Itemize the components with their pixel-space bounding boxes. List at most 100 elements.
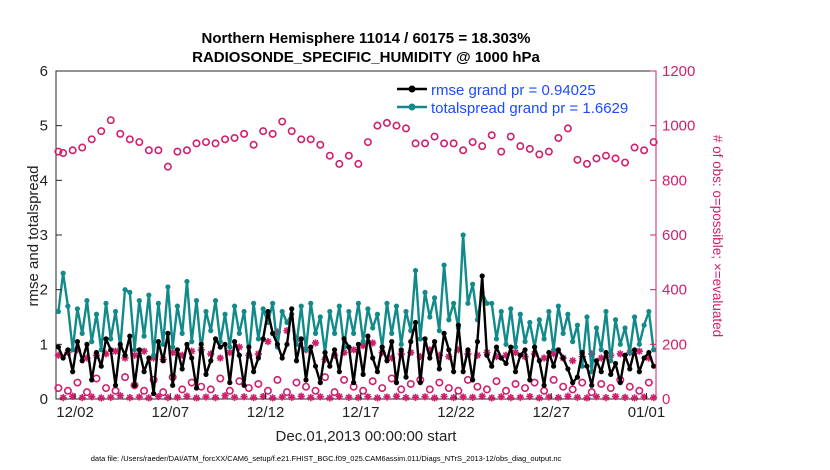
- rmse-point: [184, 341, 190, 347]
- possible-marker: [644, 378, 653, 387]
- possible-marker: [397, 385, 406, 394]
- totalspread-point: [351, 330, 357, 336]
- rmse-point: [622, 352, 628, 358]
- evaluated-marker: [469, 393, 477, 401]
- totalspread-point: [374, 311, 381, 317]
- evaluated-marker: [411, 393, 420, 401]
- possible-marker: [544, 147, 553, 156]
- rmse-point: [389, 339, 395, 345]
- possible-marker: [563, 124, 572, 133]
- totalspread-point: [170, 344, 176, 350]
- rmse-point: [127, 333, 133, 339]
- possible-marker: [392, 121, 401, 130]
- evaluated-marker: [402, 394, 410, 402]
- totalspread-point: [565, 311, 571, 317]
- totalspread-point: [522, 339, 528, 345]
- rmse-point: [260, 336, 266, 342]
- possible-marker: [568, 385, 577, 394]
- evaluated-marker: [583, 394, 591, 402]
- totalspread-point: [241, 308, 247, 315]
- possible-marker: [406, 379, 415, 388]
- possible-marker: [468, 138, 477, 147]
- rmse-point: [422, 336, 428, 342]
- totalspread-point: [184, 278, 190, 285]
- evaluated-marker: [130, 351, 139, 359]
- rmse-point: [146, 355, 152, 361]
- y-axis-right: 0 200 400 600 800 1000 1200: [650, 63, 695, 408]
- possible-marker: [121, 373, 130, 382]
- totalspread-point: [417, 336, 423, 342]
- possible-marker: [411, 139, 420, 148]
- totalspread-point: [227, 344, 233, 350]
- rmse-point: [498, 355, 504, 361]
- totalspread-point: [231, 303, 238, 309]
- obs-series-o: [54, 373, 653, 397]
- rmse-point: [374, 369, 381, 375]
- totalspread-point: [427, 314, 433, 320]
- rmse-point: [108, 347, 114, 353]
- possible-marker: [178, 385, 187, 394]
- totalspread-point: [393, 303, 400, 309]
- possible-marker: [625, 382, 634, 391]
- footer-data-file: data file: /Users/raeder/DAI/ATM_forcXX/…: [91, 454, 562, 463]
- possible-marker: [506, 132, 515, 141]
- evaluated-marker: [650, 394, 658, 402]
- rmse-point: [327, 363, 333, 369]
- possible-marker: [73, 378, 82, 387]
- evaluated-marker: [316, 393, 324, 401]
- possible-marker: [554, 133, 563, 142]
- possible-marker: [335, 159, 344, 168]
- rmse-point: [560, 355, 566, 361]
- possible-marker: [263, 386, 272, 395]
- rmse-point: [284, 341, 290, 347]
- evaluated-marker: [264, 338, 272, 346]
- possible-marker: [301, 382, 310, 391]
- rmse-point: [189, 355, 195, 361]
- rmse-point: [593, 358, 600, 364]
- totalspread-point: [484, 300, 490, 306]
- possible-marker: [373, 121, 382, 130]
- totalspread-point: [622, 325, 628, 331]
- rmse-point: [170, 382, 176, 388]
- rmse-point: [646, 349, 652, 356]
- possible-marker: [368, 377, 377, 386]
- x-tick-label: 12/07: [152, 404, 190, 421]
- totalspread-point: [89, 339, 95, 345]
- rmse-point: [436, 366, 442, 372]
- y-tick-label: 0: [40, 391, 48, 408]
- possible-marker: [511, 379, 520, 388]
- evaluated-marker: [178, 351, 186, 359]
- y2-tick-label: 200: [662, 336, 687, 353]
- rmse-point: [60, 355, 66, 361]
- legend-rmse-marker: [408, 85, 416, 93]
- rmse-point: [541, 382, 547, 388]
- evaluated-marker: [278, 393, 286, 401]
- totalspread-point: [541, 336, 547, 342]
- possible-marker: [354, 159, 363, 168]
- possible-marker: [325, 151, 334, 160]
- totalspread-point: [151, 352, 157, 358]
- rmse-point: [89, 377, 95, 383]
- rmse-point: [222, 341, 228, 347]
- possible-marker: [202, 138, 211, 147]
- rmse-point: [570, 380, 576, 386]
- rmse-point: [93, 349, 100, 356]
- evaluated-marker: [645, 354, 653, 362]
- x-axis-label: Dec.01,2013 00:00:00 start: [276, 428, 458, 445]
- totalspread-point: [441, 262, 447, 268]
- totalspread-point: [636, 341, 642, 347]
- totalspread-line: [57, 233, 655, 373]
- possible-marker: [535, 150, 544, 159]
- rmse-point: [265, 308, 271, 315]
- rmse-point: [512, 369, 519, 375]
- totalspread-point: [70, 347, 76, 353]
- possible-marker: [611, 154, 620, 163]
- evaluated-marker: [230, 393, 239, 401]
- rmse-point: [84, 341, 90, 347]
- evaluated-marker: [297, 392, 305, 400]
- rmse-point: [617, 380, 623, 386]
- possible-marker: [292, 378, 301, 387]
- possible-marker: [478, 142, 487, 151]
- totalspread-point: [608, 358, 614, 364]
- totalspread-point: [546, 308, 552, 315]
